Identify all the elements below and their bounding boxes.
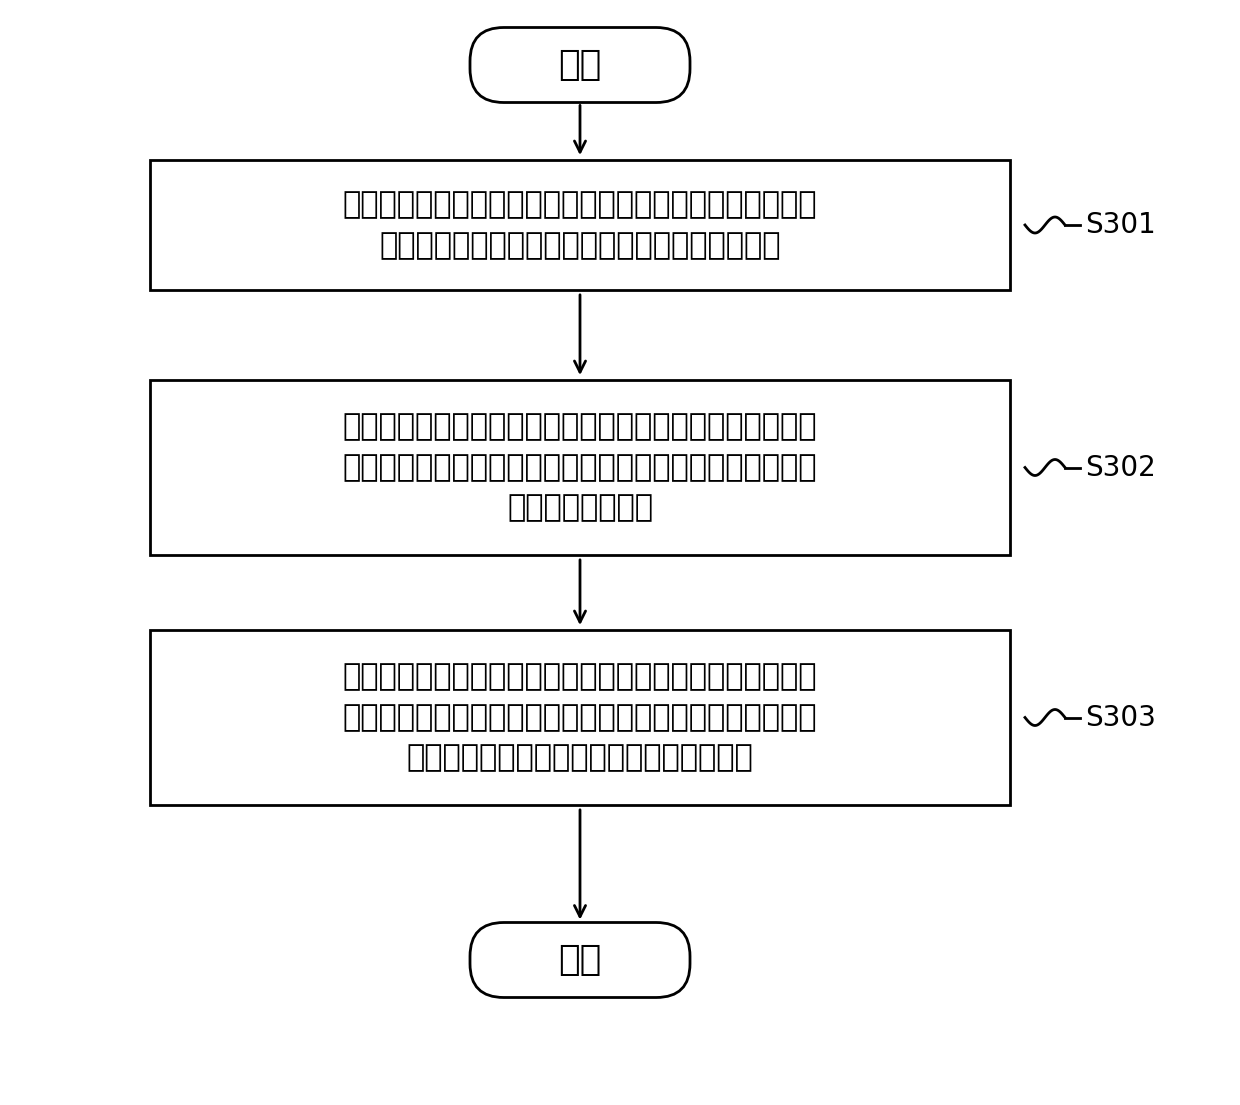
- FancyBboxPatch shape: [470, 923, 689, 998]
- Text: 建立直驱式发电机系统的有限元模型，对直驱式发电机系统
进行仿真模态计算，根据直驱式发电机系统的实际模态参数
以及仿真模态参数对其有限元模型进行修正: 建立直驱式发电机系统的有限元模型，对直驱式发电机系统 进行仿真模态计算，根据直驱…: [342, 663, 817, 772]
- Text: 结束: 结束: [558, 943, 601, 977]
- FancyBboxPatch shape: [150, 630, 1011, 806]
- FancyBboxPatch shape: [150, 380, 1011, 555]
- Text: S303: S303: [1085, 704, 1156, 732]
- Text: S301: S301: [1085, 211, 1156, 239]
- Text: 建立各组件的有限元模型，对各组件进行仿真模态计算，并
根据各组件的实际模态参数以及仿真模态参数对各组件的有
限元模型进行修正: 建立各组件的有限元模型，对各组件进行仿真模态计算，并 根据各组件的实际模态参数以…: [342, 412, 817, 523]
- Text: 开始: 开始: [558, 48, 601, 82]
- FancyBboxPatch shape: [470, 28, 689, 103]
- FancyBboxPatch shape: [150, 160, 1011, 290]
- Text: 对各部件进行仿真模态计算，并根据各部件的实际模态参数
以及仿真模态参数对各部件的有限元模型进行修正: 对各部件进行仿真模态计算，并根据各部件的实际模态参数 以及仿真模态参数对各部件的…: [342, 190, 817, 260]
- Text: S302: S302: [1085, 453, 1156, 482]
